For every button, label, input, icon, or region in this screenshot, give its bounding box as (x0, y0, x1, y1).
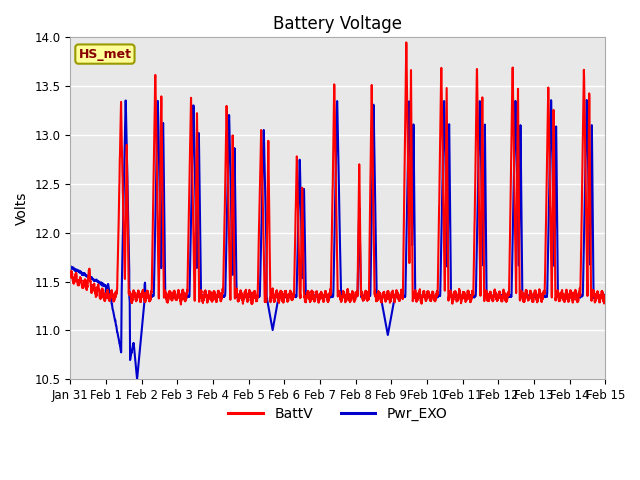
Title: Battery Voltage: Battery Voltage (273, 15, 403, 33)
Legend: BattV, Pwr_EXO: BattV, Pwr_EXO (223, 402, 453, 427)
Text: HS_met: HS_met (79, 48, 131, 60)
Y-axis label: Volts: Volts (15, 192, 29, 225)
